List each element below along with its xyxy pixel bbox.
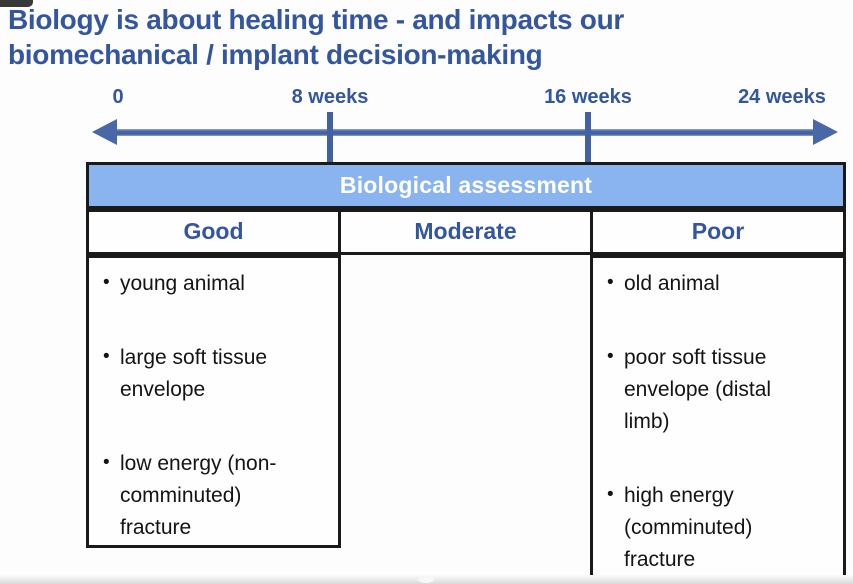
list-item: high energy (comminuted) fracture	[607, 479, 821, 576]
list-item: young animal	[103, 267, 316, 300]
timeline-label-16-weeks: 16 weeks	[544, 86, 632, 108]
biological-assessment-band: Biological assessment	[86, 162, 846, 209]
list-item: low energy (non-comminuted) fracture	[103, 447, 316, 544]
bottom-edge-dot	[418, 576, 434, 583]
list-item: old animal	[607, 267, 821, 300]
timeline-tick-16-weeks	[585, 112, 591, 163]
timeline-label-0: 0	[112, 86, 124, 108]
column-header-good: Good	[86, 209, 341, 255]
timeline-label-24-weeks: 24 weeks	[738, 86, 826, 108]
column-header-moderate: Moderate	[338, 209, 593, 255]
video-corner-artifact	[0, 0, 33, 7]
timeline-axis-line	[112, 129, 818, 136]
timeline-left-arrowhead-icon	[92, 119, 117, 145]
timeline-right-arrowhead-icon	[813, 119, 838, 145]
timeline-tick-8-weeks	[327, 112, 333, 163]
poor-column-body: old animal poor soft tissue envelope (di…	[590, 255, 846, 579]
column-header-poor: Poor	[590, 209, 846, 255]
good-column-body: young animal large soft tissue envelope …	[86, 255, 341, 548]
list-item: poor soft tissue envelope (distal limb)	[607, 341, 821, 438]
timeline-label-8-weeks: 8 weeks	[291, 86, 369, 108]
slide-title: Biology is about healing time - and impa…	[8, 4, 624, 70]
bottom-edge-gradient	[0, 575, 853, 584]
list-item: large soft tissue envelope	[103, 341, 316, 406]
